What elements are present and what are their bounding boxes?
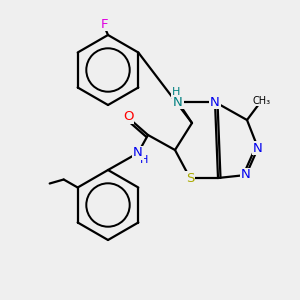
Text: S: S <box>186 172 194 184</box>
Text: N: N <box>133 146 143 160</box>
Text: O: O <box>123 110 133 124</box>
Text: CH₃: CH₃ <box>253 96 271 106</box>
Text: N: N <box>253 142 263 154</box>
Text: F: F <box>101 17 109 31</box>
Text: N: N <box>241 169 251 182</box>
Text: H: H <box>140 155 148 165</box>
Text: N: N <box>210 95 220 109</box>
Text: H: H <box>172 87 180 97</box>
Text: N: N <box>173 95 183 109</box>
